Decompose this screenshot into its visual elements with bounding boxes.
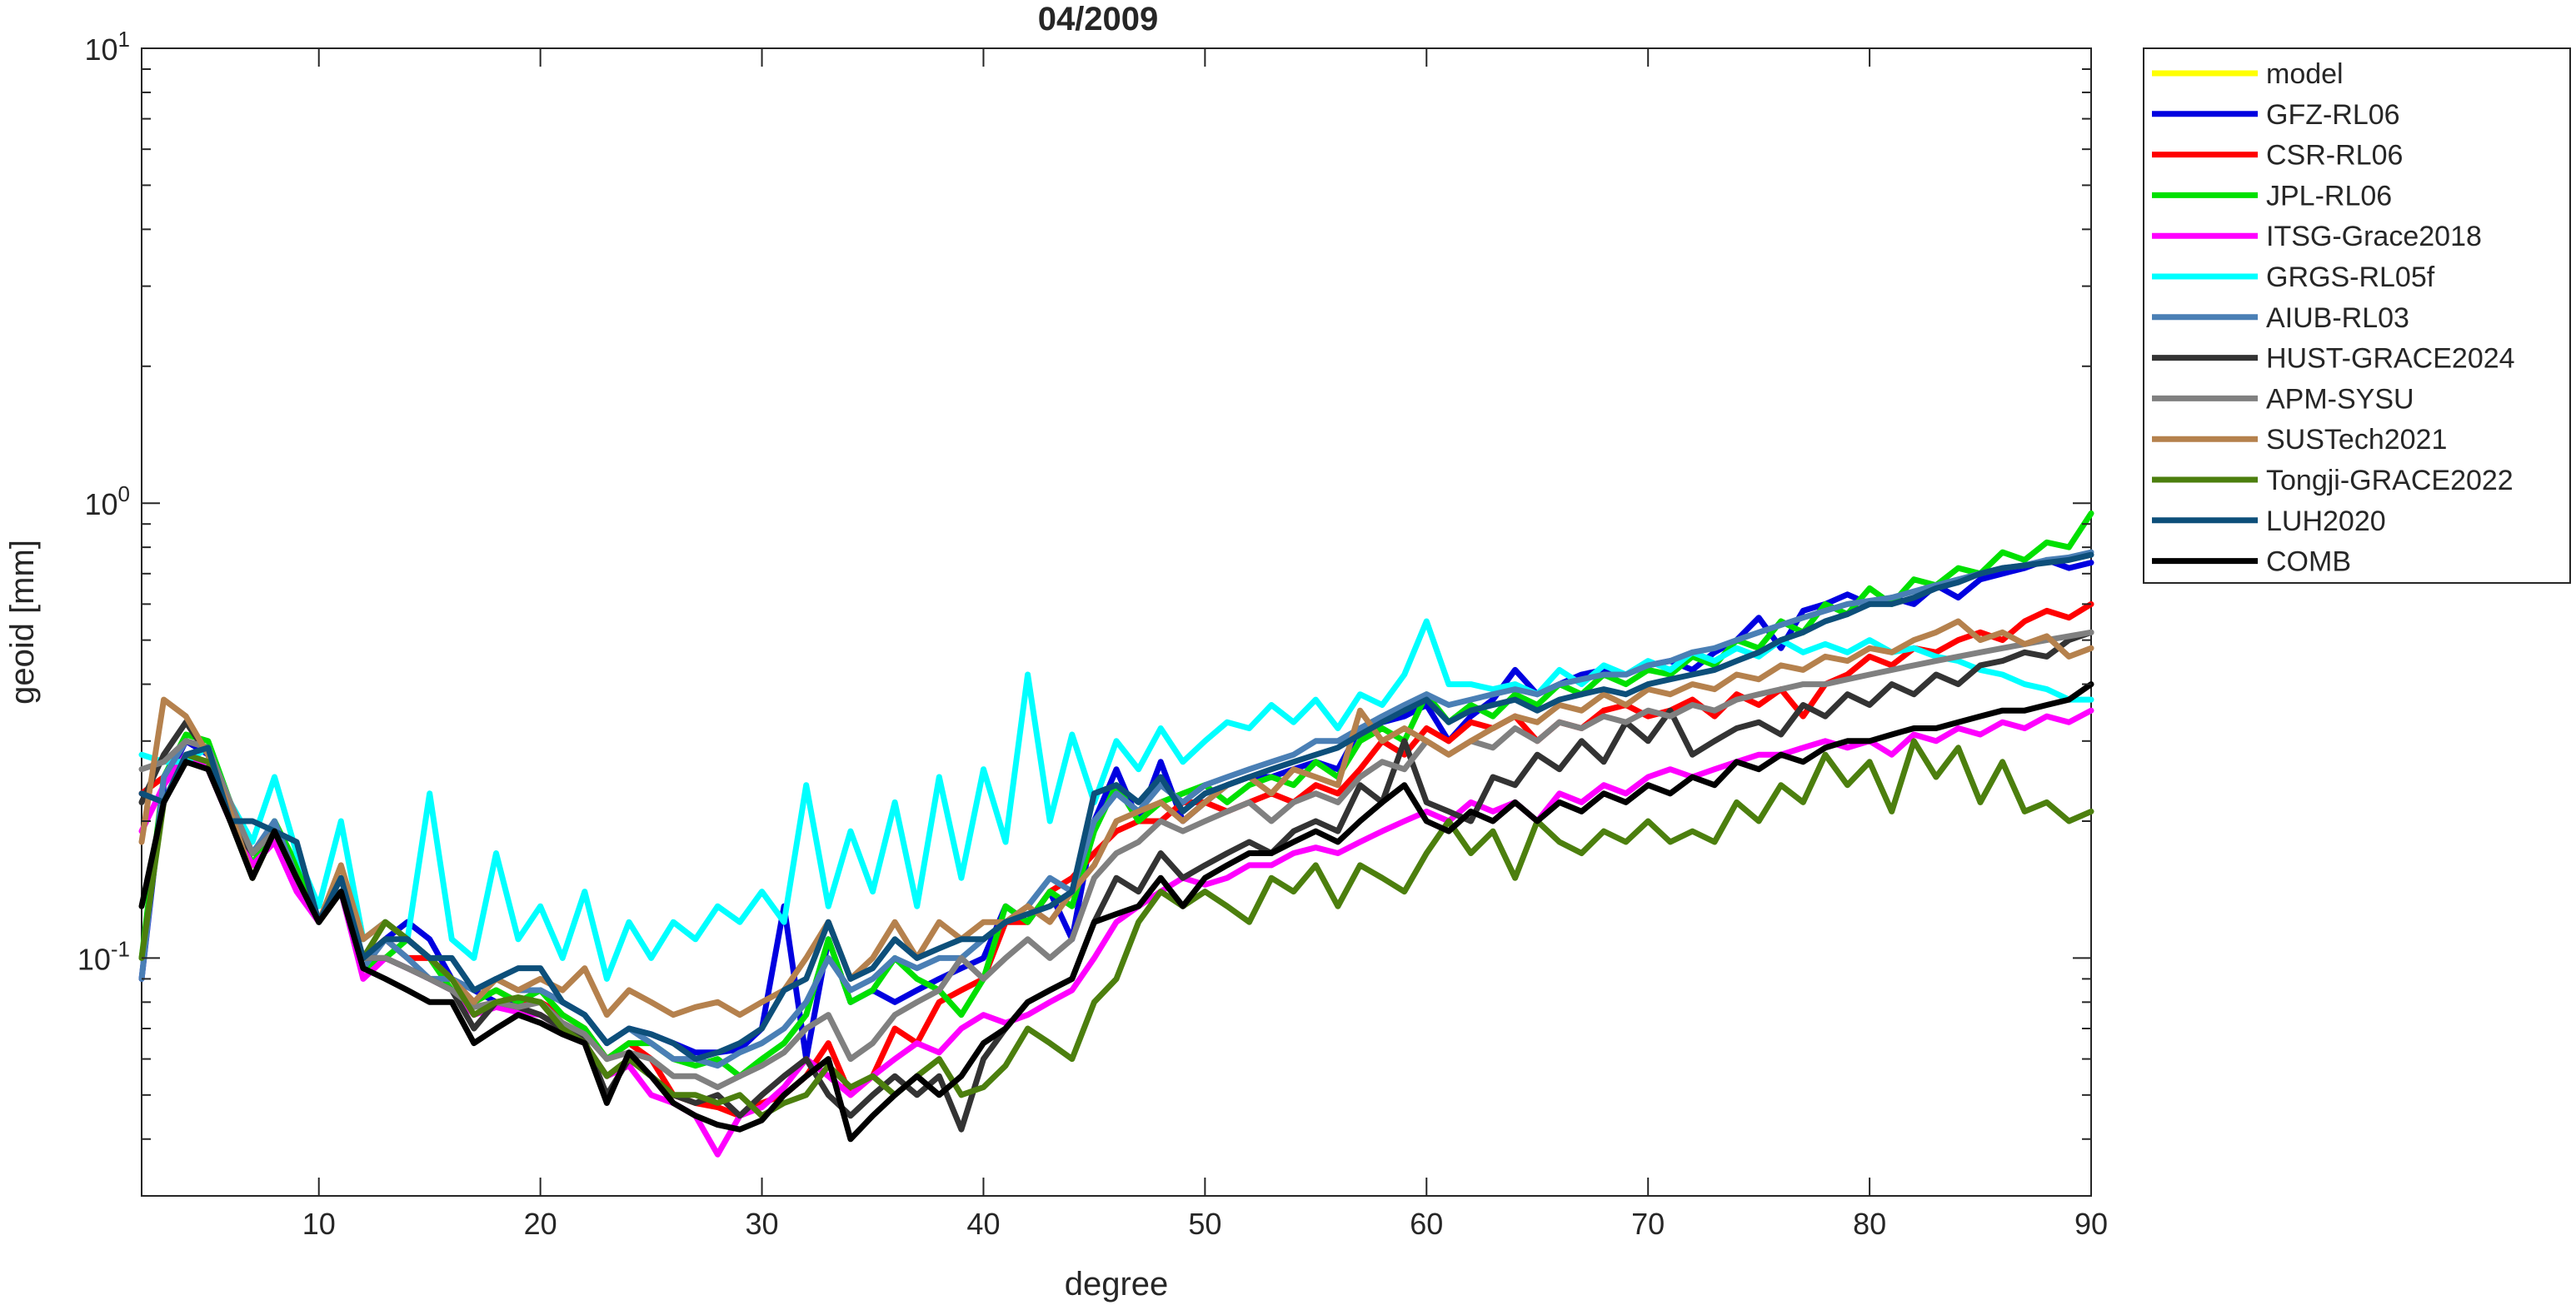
x-tick-label: 10	[302, 1207, 336, 1241]
legend-label-tongji-grace2022: Tongji-GRACE2022	[2266, 465, 2514, 496]
legend-label-apm-sysu: APM-SYSU	[2266, 383, 2414, 415]
legend: model GFZ-RL06 CSR-RL06 JPL-RL06 ITSG-Grace2…	[2143, 47, 2571, 584]
y-tick-base: 10	[84, 32, 117, 67]
legend-label-aiub-rl03: AIUB-RL03	[2266, 302, 2409, 334]
legend-label-jpl-rl06: JPL-RL06	[2266, 180, 2392, 212]
y-tick-exponent: 1	[118, 27, 130, 52]
y-tick-label: 10-1	[77, 936, 130, 976]
legend-label-luh2020: LUH2020	[2266, 506, 2386, 537]
series-line-comb	[138, 681, 2094, 1143]
legend-label-gfz-rl06: GFZ-RL06	[2266, 99, 2400, 131]
series-line-luh2020	[138, 551, 2094, 1063]
legend-label-grgs-rl05f: GRGS-RL05f	[2266, 261, 2435, 293]
x-tick-label: 50	[1188, 1207, 1221, 1241]
x-tick-label: 20	[524, 1207, 557, 1241]
x-tick-label: 40	[966, 1207, 1000, 1241]
series-line-hust-grace2024	[138, 629, 2094, 1133]
y-tick-exponent: -1	[111, 936, 130, 961]
series-group	[138, 510, 2094, 1158]
legend-label-csr-rl06: CSR-RL06	[2266, 140, 2403, 172]
series-line-sustech2021	[138, 618, 2094, 1019]
series-line-tongji-grace2022	[138, 738, 2094, 1119]
y-tick-base: 10	[77, 942, 111, 976]
x-axis-label: degree	[1065, 1266, 1169, 1303]
legend-label-sustech2021: SUSTech2021	[2266, 424, 2447, 456]
x-tick-label: 80	[1853, 1207, 1886, 1241]
x-tick-label: 60	[1410, 1207, 1443, 1241]
y-tick-base: 10	[84, 487, 117, 521]
x-tick-label: 70	[1631, 1207, 1665, 1241]
y-tick-label: 100	[84, 481, 130, 521]
y-axis-label: geoid [mm]	[4, 540, 41, 705]
y-tick-exponent: 0	[118, 481, 130, 506]
y-tick-label: 101	[84, 27, 130, 67]
x-tick-label: 90	[2074, 1207, 2108, 1241]
legend-label-itsg-grace2018: ITSG-Grace2018	[2266, 221, 2482, 252]
legend-label-model: model	[2266, 58, 2344, 90]
series-line-aiub-rl03	[138, 549, 2094, 1069]
chart-title: 04/2009	[1038, 1, 1159, 37]
legend-items: model GFZ-RL06 CSR-RL06 JPL-RL06 ITSG-Grace2…	[2152, 58, 2515, 578]
x-tick-label: 30	[746, 1207, 779, 1241]
legend-label-comb: COMB	[2266, 546, 2351, 578]
legend-label-hust-grace2024: HUST-GRACE2024	[2266, 343, 2515, 375]
